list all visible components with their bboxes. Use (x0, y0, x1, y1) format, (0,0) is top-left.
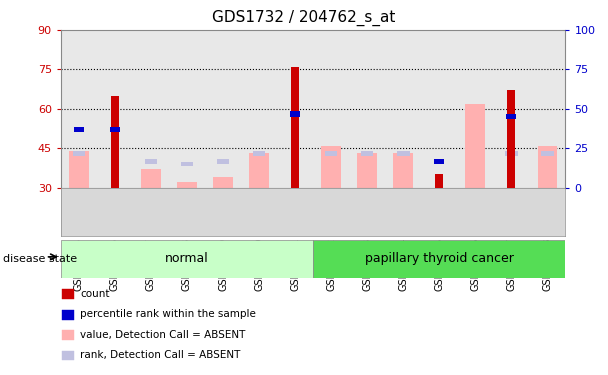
Bar (325, 151, 337, 156)
Bar (290, 111, 300, 117)
Text: disease state: disease state (3, 254, 77, 264)
Bar (145, 159, 157, 164)
Bar (393, 153, 413, 188)
Text: normal: normal (165, 252, 209, 265)
Bar (313, 240, 565, 278)
Text: papillary thyroid cancer: papillary thyroid cancer (365, 252, 514, 265)
Bar (253, 151, 265, 156)
Text: percentile rank within the sample: percentile rank within the sample (80, 309, 257, 319)
Bar (291, 67, 299, 188)
Bar (63, 330, 74, 340)
Bar (69, 151, 89, 188)
Bar (249, 153, 269, 188)
Bar (397, 151, 410, 156)
Bar (141, 169, 161, 188)
Bar (361, 151, 373, 156)
Bar (435, 174, 443, 188)
Bar (74, 127, 84, 132)
Text: rank, Detection Call = ABSENT: rank, Detection Call = ABSENT (80, 350, 241, 360)
Bar (505, 151, 517, 156)
Bar (506, 114, 516, 119)
Bar (358, 153, 377, 188)
Bar (63, 351, 74, 360)
Bar (465, 104, 485, 188)
Text: value, Detection Call = ABSENT: value, Detection Call = ABSENT (80, 330, 246, 340)
Text: GDS1732 / 204762_s_at: GDS1732 / 204762_s_at (212, 9, 396, 26)
Bar (63, 290, 74, 299)
Bar (508, 90, 516, 188)
Bar (110, 127, 120, 132)
Bar (177, 182, 197, 188)
Text: count: count (80, 289, 110, 298)
Bar (72, 151, 85, 156)
Bar (216, 159, 229, 164)
Bar (541, 151, 554, 156)
Bar (181, 162, 193, 166)
Bar (321, 146, 341, 188)
Bar (213, 177, 233, 188)
Bar (111, 96, 119, 188)
Bar (537, 146, 558, 188)
Bar (434, 159, 444, 164)
Bar (61, 240, 313, 278)
Bar (63, 310, 74, 320)
